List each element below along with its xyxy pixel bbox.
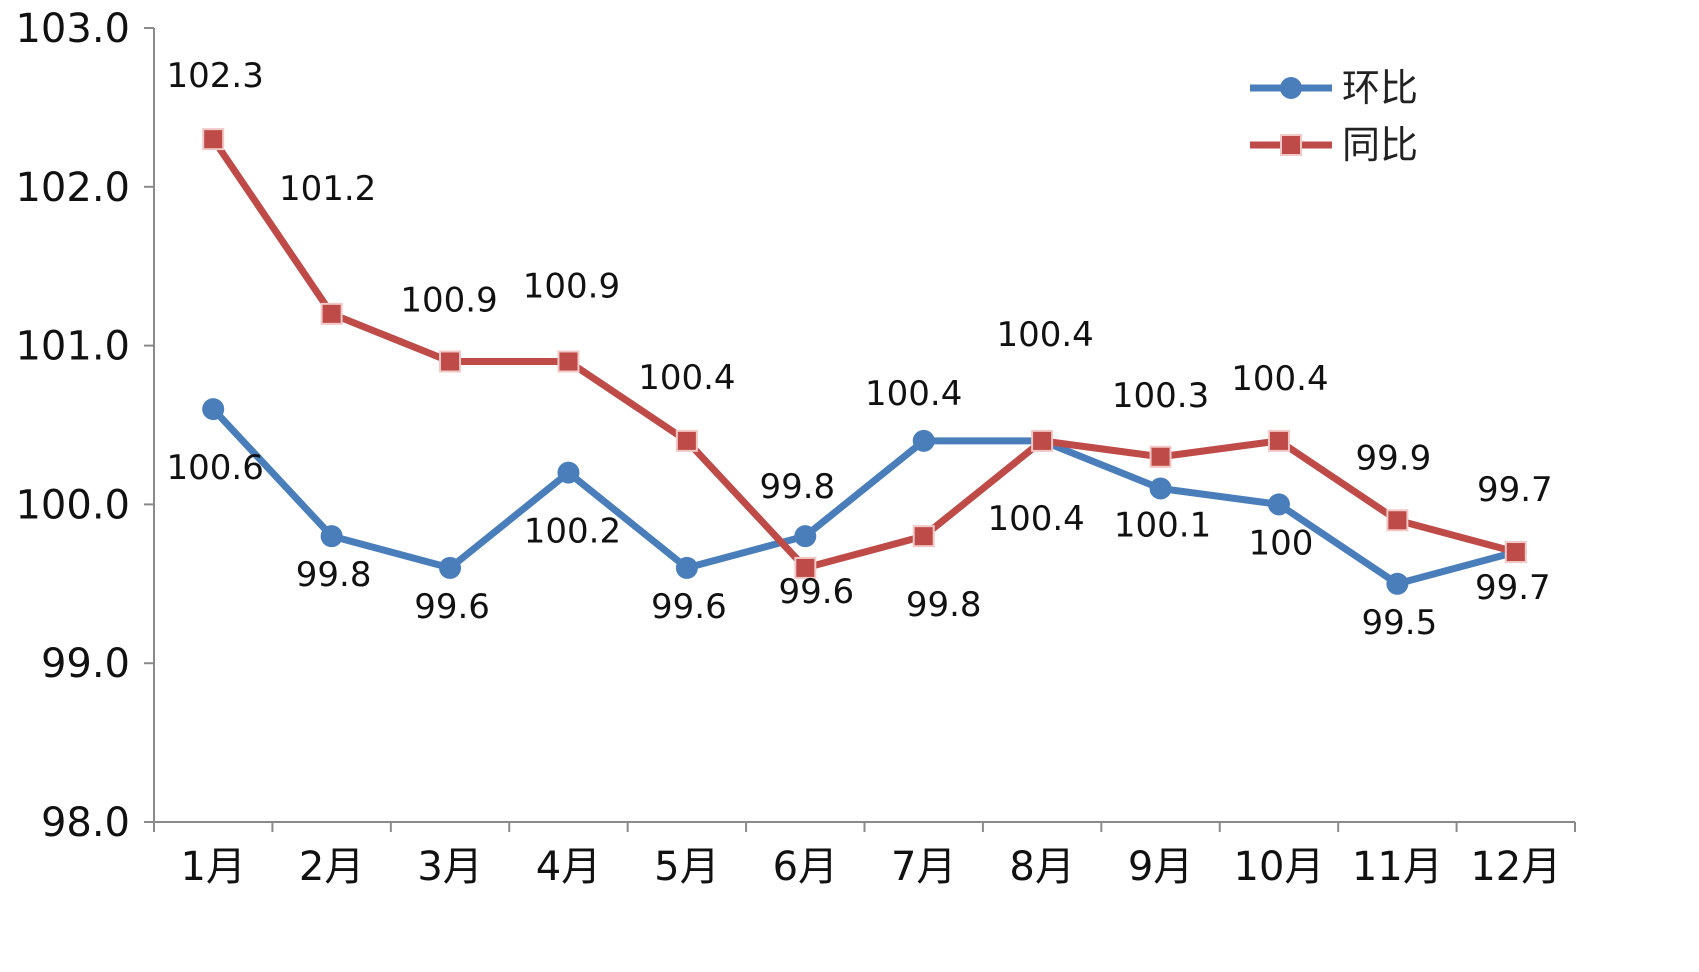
- x-tick-label: 12月: [1470, 844, 1561, 890]
- y-tick-label: 100.0: [15, 482, 130, 528]
- data-point-mom: [675, 556, 698, 579]
- data-point-yoy: [202, 128, 225, 151]
- data-label-yoy: 100.4: [996, 315, 1093, 355]
- data-labels: 100.6 99.8 99.6 100.2 99.6 99.8 100.4 100.4 100.…: [167, 56, 1553, 643]
- x-tick-label: 2月: [299, 844, 364, 890]
- data-label-mom: 99.6: [651, 587, 727, 627]
- data-label-mom: 100.2: [524, 512, 621, 552]
- x-tick-label: 6月: [773, 844, 838, 890]
- data-label-mom: 99.5: [1362, 603, 1438, 643]
- legend-label: 环比: [1342, 66, 1418, 110]
- legend-label: 同比: [1342, 123, 1418, 167]
- data-label-yoy: 99.8: [906, 585, 982, 625]
- y-tick-label: 102.0: [15, 165, 130, 211]
- data-point-mom: [320, 525, 343, 548]
- x-tick-label: 7月: [891, 844, 956, 890]
- y-tick-label: 98.0: [41, 800, 130, 846]
- data-point-yoy: [1504, 541, 1527, 564]
- x-tick-label: 11月: [1352, 844, 1443, 890]
- x-tick-label: 8月: [1009, 844, 1074, 890]
- data-point-yoy: [1386, 509, 1409, 532]
- data-label-mom: 100.4: [987, 499, 1084, 539]
- legend-marker-circle: [1280, 77, 1302, 99]
- data-point-mom: [794, 525, 817, 548]
- data-point-yoy: [912, 525, 935, 548]
- series-layer: [202, 128, 1527, 595]
- data-label-yoy: 100.4: [1231, 359, 1328, 399]
- data-point-mom: [1149, 477, 1172, 500]
- x-tick-label: 1月: [180, 844, 245, 890]
- x-tick-label: 5月: [654, 844, 719, 890]
- data-label-yoy: 101.2: [279, 169, 376, 209]
- legend-marker-square: [1280, 134, 1302, 156]
- data-label-yoy: 100.9: [523, 266, 620, 306]
- data-label-yoy: 100.4: [638, 358, 735, 398]
- x-tick-label: 10月: [1234, 844, 1325, 890]
- data-point-yoy: [794, 556, 817, 579]
- series-line-yoy: [209, 135, 1520, 572]
- data-point-mom: [439, 556, 462, 579]
- data-label-mom: 99.7: [1475, 568, 1551, 608]
- data-label-yoy: 100.3: [1112, 376, 1209, 416]
- data-label-yoy: 99.9: [1356, 438, 1432, 478]
- data-label-mom: 100.4: [865, 374, 962, 414]
- x-tick-label: 3月: [417, 844, 482, 890]
- data-point-yoy: [1031, 429, 1054, 452]
- data-label-mom: 99.8: [759, 467, 835, 507]
- series-line-mom: [209, 405, 1520, 588]
- data-point-mom: [202, 398, 225, 421]
- axes: 98.0 99.0 100.0 101.0 102.0 103.0 1月 2月 3月 4月 5月 6月…: [15, 6, 1576, 890]
- data-label-mom: 99.6: [414, 587, 490, 627]
- data-point-yoy: [1149, 445, 1172, 468]
- data-label-yoy: 99.7: [1477, 470, 1553, 510]
- data-point-yoy: [675, 429, 698, 452]
- y-tick-label: 101.0: [15, 324, 130, 370]
- data-label-yoy: 100.9: [400, 280, 497, 320]
- data-label-yoy: 102.3: [167, 56, 264, 96]
- data-point-mom: [557, 461, 580, 484]
- data-label-mom: 99.8: [296, 555, 372, 595]
- data-point-mom: [912, 429, 935, 452]
- data-label-yoy: 99.6: [778, 572, 854, 612]
- data-label-mom: 100: [1249, 523, 1314, 563]
- data-label-mom: 100.6: [167, 448, 264, 488]
- data-point-yoy: [320, 302, 343, 325]
- data-point-mom: [1386, 572, 1409, 595]
- data-point-yoy: [439, 350, 462, 373]
- y-tick-label: 103.0: [15, 6, 130, 52]
- y-tick-label: 99.0: [41, 641, 130, 687]
- x-tick-label: 4月: [536, 844, 601, 890]
- data-point-yoy: [1267, 429, 1290, 452]
- x-tick-label: 9月: [1128, 844, 1193, 890]
- data-label-mom: 100.1: [1114, 506, 1211, 546]
- data-point-mom: [1267, 493, 1290, 516]
- data-point-yoy: [557, 350, 580, 373]
